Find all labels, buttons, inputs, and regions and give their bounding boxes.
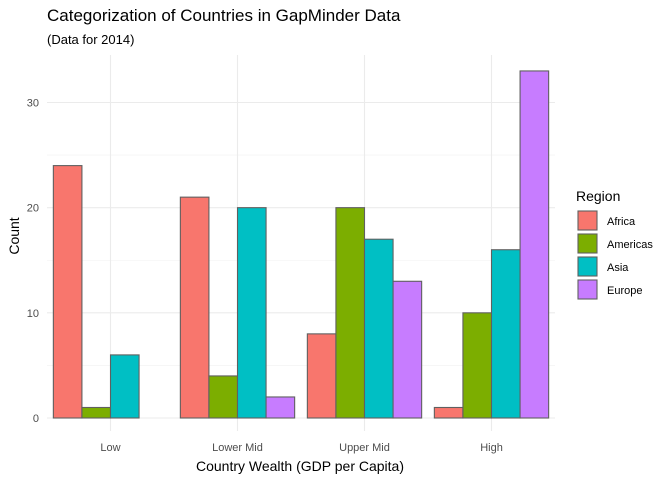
y-axis-label: Count	[6, 217, 22, 254]
bar	[81, 406, 112, 419]
legend: Region Africa Americas Asia Europe	[576, 188, 653, 300]
legend-label: Americas	[607, 239, 653, 251]
bar	[392, 280, 423, 419]
legend-label: Africa	[607, 216, 636, 228]
legend-item: Africa	[577, 210, 636, 231]
x-tick-label: High	[480, 442, 503, 454]
legend-swatch	[577, 256, 598, 277]
x-tick-label: Upper Mid	[339, 442, 390, 454]
bar	[363, 238, 394, 419]
chart-subtitle: (Data for 2014)	[47, 32, 134, 47]
bar	[265, 396, 296, 419]
bar	[236, 207, 267, 419]
bar	[462, 312, 493, 419]
y-tick-label: 30	[27, 98, 39, 110]
bar	[306, 333, 337, 419]
bar	[433, 406, 464, 419]
bar	[519, 70, 550, 419]
x-tick-label: Lower Mid	[212, 442, 263, 454]
legend-item: Europe	[577, 279, 642, 300]
bar	[52, 165, 83, 419]
legend-label: Asia	[607, 262, 629, 274]
legend-item: Asia	[577, 256, 629, 277]
legend-swatch	[577, 279, 598, 300]
bar	[208, 375, 239, 419]
plot-area: 0 10 20 30 Low Lower Mid Upper Mid High	[27, 55, 555, 454]
y-tick-label: 0	[33, 413, 39, 425]
x-axis-label: Country Wealth (GDP per Capita)	[196, 458, 404, 474]
bar	[109, 354, 140, 419]
bar	[179, 196, 210, 419]
legend-swatch	[577, 210, 598, 231]
bar	[490, 249, 521, 419]
y-tick-label: 20	[27, 203, 39, 215]
x-tick-label: Low	[100, 442, 120, 454]
legend-label: Europe	[607, 285, 642, 297]
legend-title: Region	[576, 188, 620, 204]
bar	[335, 207, 366, 419]
chart-title: Categorization of Countries in GapMinder…	[47, 6, 401, 25]
y-tick-label: 10	[27, 308, 39, 320]
legend-item: Americas	[577, 233, 653, 254]
legend-swatch	[577, 233, 598, 254]
